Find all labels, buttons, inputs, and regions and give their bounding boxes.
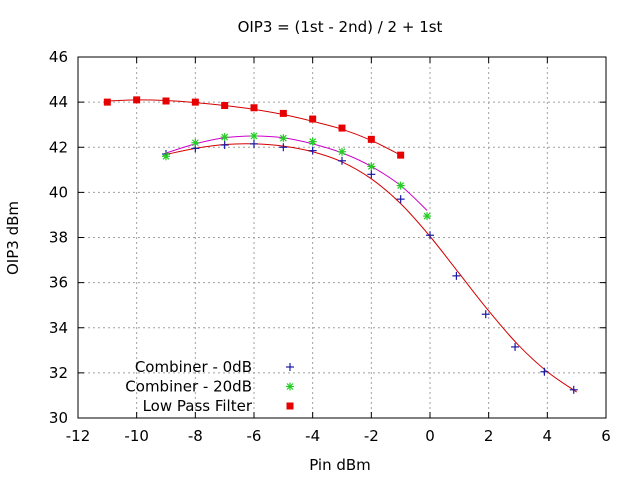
combiner-0db-data-point [540, 367, 549, 376]
low-pass-filter-data-point [338, 124, 346, 132]
combiner-20db-fit-curve [162, 135, 428, 211]
legend-marker [286, 382, 294, 391]
x-tick-label: -8 [188, 427, 203, 445]
combiner-20db-data-point [220, 133, 229, 142]
combiner-0db-data-point [338, 156, 346, 165]
x-tick-label: 4 [543, 427, 553, 445]
low-pass-filter-data-point [103, 98, 111, 106]
x-tick-label: 2 [484, 427, 494, 445]
combiner-20db-data-point [162, 152, 170, 161]
combiner-20db-data-point [423, 212, 432, 221]
low-pass-filter-data-point [191, 98, 199, 106]
y-tick-label: 36 [49, 274, 68, 292]
legend-label: Combiner - 20dB [125, 378, 252, 396]
combiner-20db-data-point [396, 181, 405, 190]
combiner-0db-fit-curve [162, 143, 577, 393]
combiner-20db-data-point [279, 134, 288, 143]
x-tick-label: -6 [247, 427, 262, 445]
x-tick-label: 0 [425, 427, 435, 445]
combiner-0db-data-point [426, 231, 434, 240]
x-tick-label: 6 [601, 427, 611, 445]
y-tick-label: 42 [49, 138, 68, 156]
chart-title: OIP3 = (1st - 2nd) / 2 + 1st [238, 18, 443, 36]
combiner-0db-data-point [569, 385, 578, 394]
data-markers [103, 96, 578, 394]
x-tick-label: -4 [305, 427, 320, 445]
combiner-0db-data-point [396, 195, 405, 204]
combiner-0db-data-point [481, 310, 490, 319]
x-tick-label: -12 [66, 427, 91, 445]
combiner-20db-data-point [367, 162, 376, 171]
low-pass-filter-data-point [221, 102, 229, 110]
low-pass-filter-data-point [279, 109, 287, 117]
legend-label: Combiner - 0dB [135, 358, 252, 376]
y-tick-label: 46 [49, 48, 68, 66]
y-tick-label: 34 [49, 319, 68, 337]
combiner-0db-data-point [452, 271, 461, 280]
y-tick-label: 32 [49, 364, 68, 382]
x-tick-label: -10 [124, 427, 149, 445]
combiner-20db-data-point [308, 137, 317, 146]
y-tick-label: 44 [49, 93, 68, 111]
legend-marker [286, 402, 294, 410]
legend-label: Low Pass Filter [143, 397, 253, 415]
x-tick-label: -2 [364, 427, 379, 445]
combiner-20db-data-point [250, 131, 258, 140]
low-pass-filter-data-point [133, 96, 141, 104]
low-pass-filter-data-point [250, 104, 258, 112]
low-pass-filter-data-point [162, 97, 170, 105]
combiner-0db-data-point [367, 170, 376, 179]
x-axis-label: Pin dBm [309, 456, 371, 474]
combiner-20db-data-point [338, 147, 346, 156]
y-tick-label: 30 [49, 409, 68, 427]
combiner-20db-data-point [191, 138, 200, 147]
y-axis-label: OIP3 dBm [4, 201, 22, 275]
combiner-0db-data-point [220, 140, 229, 149]
combiner-0db-data-point [279, 143, 288, 152]
low-pass-filter-data-point [309, 115, 317, 123]
low-pass-filter-data-point [367, 135, 375, 143]
y-tick-label: 40 [49, 183, 68, 201]
legend-marker [286, 363, 294, 371]
y-tick-label: 38 [49, 229, 68, 247]
fit-curves [107, 99, 577, 393]
combiner-0db-data-point [511, 342, 520, 351]
low-pass-filter-data-point [397, 151, 405, 159]
combiner-0db-data-point [250, 139, 258, 148]
combiner-0db-data-point [308, 146, 317, 155]
